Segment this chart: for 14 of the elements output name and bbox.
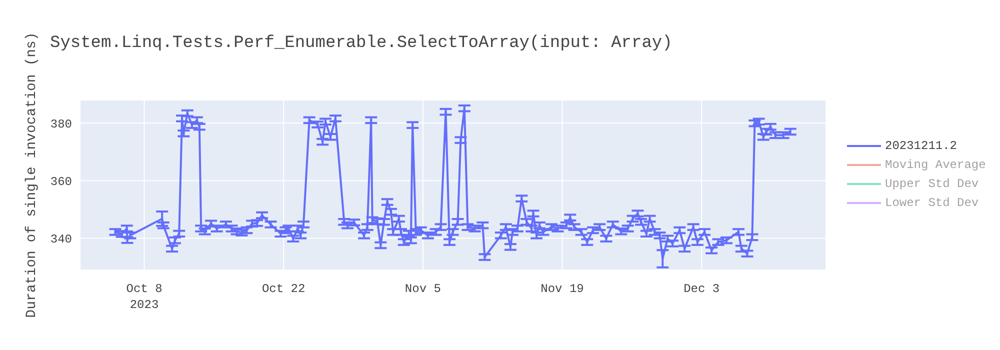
y-tick-label: 380 [50,117,72,132]
x-tick-label: Dec 3 [684,282,720,296]
y-axis-title: Duration of single invocation (ns) [24,32,40,318]
legend-label: Lower Std Dev [885,196,979,210]
x-tick-label: Nov 19 [540,282,584,296]
legend-label: Moving Average [885,158,986,172]
x-tick-label: Oct 22 [262,282,306,296]
legend-label: 20231211.2 [885,138,958,152]
x-tick-label: Oct 8 2023 [126,282,162,312]
y-tick-label: 360 [50,174,72,189]
legend-label: Upper Std Dev [885,176,979,190]
chart-title: System.Linq.Tests.Perf_Enumerable.SelectToArray(input: Array) [50,34,672,53]
y-tick-label: 340 [50,232,72,247]
x-tick-label: Nov 5 [404,282,441,296]
